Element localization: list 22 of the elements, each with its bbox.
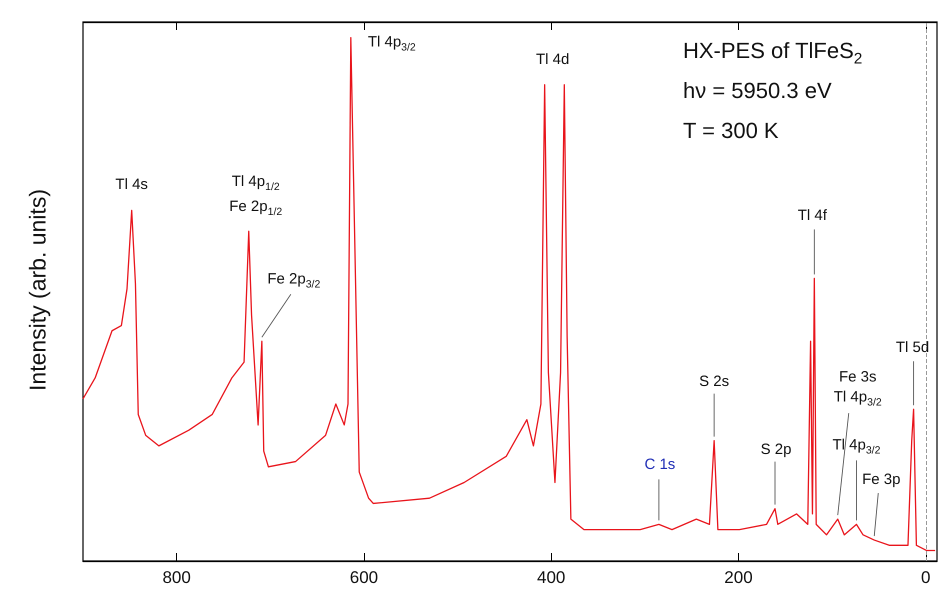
x-tick-label: 400 [537, 568, 566, 587]
annotation: Tl 4s [115, 175, 148, 196]
annotation: Fe 3s Tl 4p$_{3/2}$ [834, 368, 882, 411]
annotation: S 2s [699, 372, 730, 392]
annotation: Tl 4p$_{3/2}$ [832, 436, 880, 459]
annotation: T = 300 K [683, 118, 779, 144]
annotation: HX-PES of TlFeS$_{2}$ [683, 38, 862, 68]
annotation: Tl 4p$_{1/2}$ Fe 2p$_{1/2}$ [229, 172, 282, 220]
x-tick-label: 0 [921, 568, 930, 587]
annotation: Tl 4d [536, 50, 570, 70]
annotation: S 2p [760, 440, 792, 460]
x-tick-label: 800 [162, 568, 191, 587]
annotation: Tl 4p$_{3/2}$ [368, 32, 416, 56]
annotation: C 1s [644, 455, 676, 476]
y-axis-title: Intensity (arb. units) [24, 189, 52, 391]
annotation: hν = 5950.3 eV [683, 78, 832, 104]
annotation: Tl 5d [896, 338, 930, 358]
annotation: Tl 4f [798, 206, 827, 226]
x-tick-label: 600 [350, 568, 378, 587]
annotation: Fe 3p [862, 470, 900, 490]
annotation: Fe 2p$_{3/2}$ [267, 270, 320, 293]
x-tick-label: 200 [724, 568, 753, 587]
